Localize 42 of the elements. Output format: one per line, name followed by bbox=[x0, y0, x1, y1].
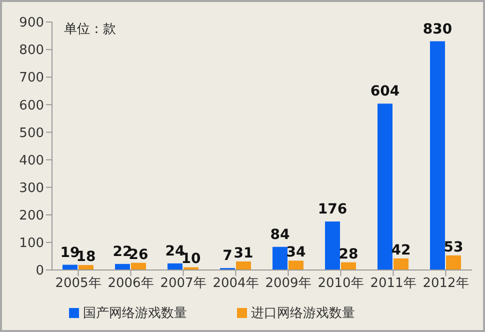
data-label: 24 bbox=[165, 243, 185, 260]
bar bbox=[288, 260, 304, 270]
y-tick-label: 800 bbox=[19, 43, 44, 58]
y-tick-label: 0 bbox=[36, 264, 44, 279]
bar bbox=[325, 222, 340, 270]
data-label: 31 bbox=[234, 245, 254, 262]
y-tick-label: 400 bbox=[19, 153, 44, 168]
data-label: 830 bbox=[422, 21, 452, 38]
y-tick-label: 600 bbox=[19, 98, 44, 114]
bar bbox=[272, 246, 288, 270]
y-tick-label: 200 bbox=[19, 208, 44, 224]
x-tick-label: 2009年 bbox=[265, 276, 312, 292]
bar bbox=[168, 263, 182, 270]
legend-label: 国产网络游戏数量 bbox=[83, 306, 187, 321]
x-tick-label: 2007年 bbox=[160, 276, 206, 292]
y-tick-label: 500 bbox=[19, 126, 44, 141]
y-tick-label: 700 bbox=[19, 70, 44, 86]
x-tick-label: 2011年 bbox=[370, 276, 416, 292]
y-tick-label: 300 bbox=[19, 180, 44, 196]
bar bbox=[378, 104, 392, 270]
y-tick-label: 900 bbox=[19, 16, 44, 31]
x-tick-label: 2010年 bbox=[318, 276, 364, 292]
bar bbox=[184, 267, 198, 270]
data-label: 176 bbox=[318, 202, 348, 218]
data-label: 7 bbox=[222, 248, 232, 264]
x-tick-label: 2012年 bbox=[422, 276, 469, 292]
bar bbox=[78, 265, 94, 270]
bar bbox=[131, 262, 146, 270]
legend-label: 进口网络游戏数量 bbox=[251, 306, 355, 321]
x-tick-label: 2005年 bbox=[55, 276, 102, 292]
annotation: 单位：款 bbox=[64, 21, 116, 38]
x-tick-label: 2004年 bbox=[212, 276, 259, 292]
bar bbox=[446, 255, 461, 270]
bar bbox=[430, 41, 445, 270]
y-tick-label: 100 bbox=[19, 236, 44, 252]
bar bbox=[115, 264, 130, 270]
bar bbox=[341, 262, 356, 270]
data-label: 84 bbox=[270, 226, 290, 243]
x-tick-label: 2006年 bbox=[108, 276, 154, 292]
data-label: 604 bbox=[370, 84, 400, 100]
bar bbox=[394, 258, 408, 270]
bar bbox=[236, 261, 251, 270]
